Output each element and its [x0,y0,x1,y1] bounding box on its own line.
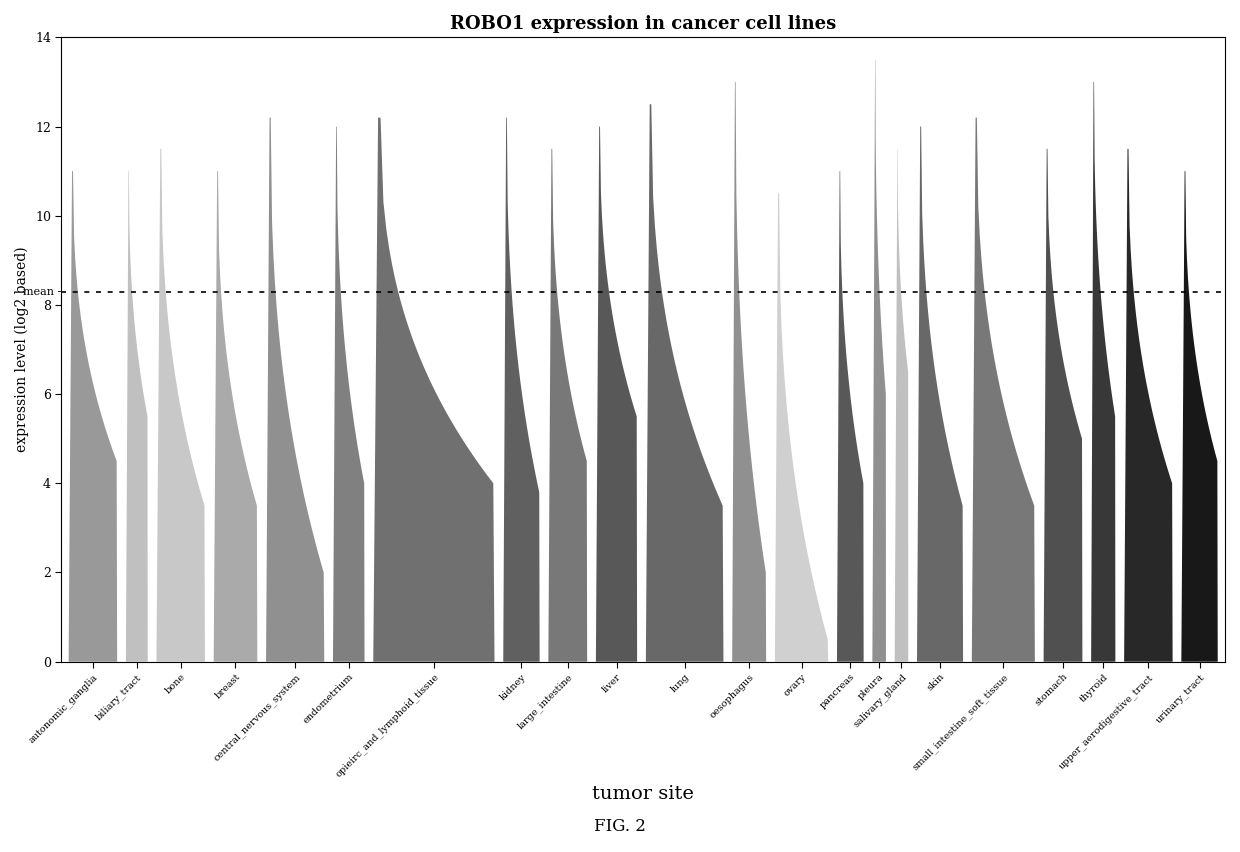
Polygon shape [895,149,908,662]
Polygon shape [918,127,963,662]
X-axis label: tumor site: tumor site [593,785,694,803]
Polygon shape [373,118,495,662]
Polygon shape [972,118,1035,662]
Polygon shape [837,171,863,662]
Polygon shape [126,171,148,662]
Text: mean -: mean - [24,286,61,296]
Polygon shape [775,193,828,662]
Title: ROBO1 expression in cancer cell lines: ROBO1 expression in cancer cell lines [450,15,836,33]
Polygon shape [68,171,117,662]
Polygon shape [732,82,766,662]
Polygon shape [1091,82,1115,662]
Polygon shape [156,149,205,662]
Polygon shape [1125,149,1173,662]
Polygon shape [1044,149,1083,662]
Polygon shape [213,171,258,662]
Y-axis label: expression level (log2 based): expression level (log2 based) [15,247,30,452]
Polygon shape [548,149,588,662]
Polygon shape [873,60,885,662]
Polygon shape [334,127,365,662]
Polygon shape [646,104,723,662]
Polygon shape [1182,171,1218,662]
Polygon shape [596,127,637,662]
Text: FIG. 2: FIG. 2 [594,818,646,835]
Polygon shape [267,118,325,662]
Polygon shape [503,118,539,662]
